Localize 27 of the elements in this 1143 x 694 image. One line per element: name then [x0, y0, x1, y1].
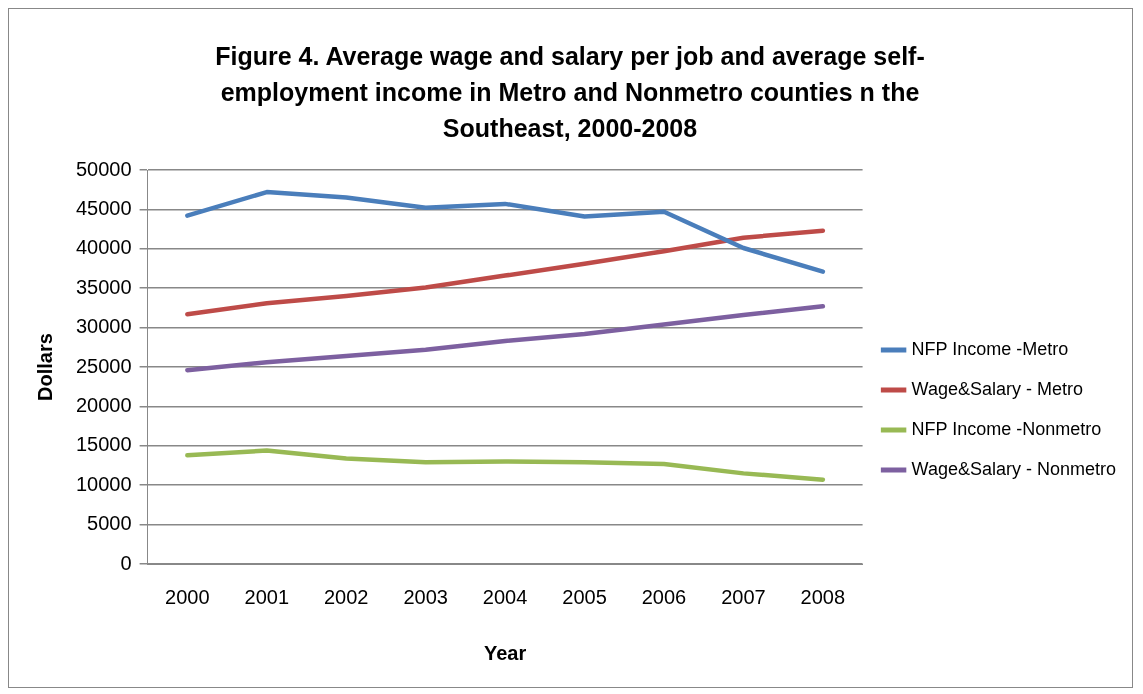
- y-tick-label: 30000: [75, 315, 132, 338]
- x-tick-label: 2007: [721, 585, 766, 608]
- y-tick-label: 5000: [87, 512, 132, 535]
- y-tick-label: 45000: [75, 196, 132, 219]
- y-tick-label: 15000: [75, 433, 132, 456]
- x-tick-label: 2000: [165, 585, 210, 608]
- legend-label: Wage&Salary - Metro: [911, 378, 1083, 399]
- x-tick-label: 2006: [641, 585, 687, 608]
- x-axis-title: Year: [483, 641, 527, 664]
- chart-title: Figure 4. Average wage and salary per job and average self-employment income in Metro and Nonmetro counties n the Southeast, 2000-2008: [214, 41, 926, 144]
- x-tick-label: 2005: [562, 585, 607, 608]
- y-tick-label: 35000: [75, 275, 132, 298]
- y-tick-label: 20000: [75, 393, 132, 416]
- x-tick-label: 2003: [403, 585, 448, 608]
- x-tick-label: 2004: [482, 585, 528, 608]
- y-tick-label: 50000: [75, 157, 132, 180]
- y-tick-label: 40000: [75, 236, 132, 259]
- y-axis-title: Dollars: [33, 333, 56, 401]
- x-tick-label: 2008: [800, 585, 846, 608]
- y-tick-label: 10000: [75, 472, 132, 495]
- legend-label: NFP Income -Nonmetro: [911, 418, 1102, 439]
- y-tick-label: 25000: [75, 354, 132, 377]
- y-tick-label: 0: [120, 551, 132, 574]
- legend-label: Wage&Salary - Nonmetro: [911, 458, 1117, 479]
- legend-label: NFP Income -Metro: [911, 338, 1069, 359]
- x-tick-label: 2002: [323, 585, 369, 608]
- x-tick-label: 2001: [244, 585, 290, 608]
